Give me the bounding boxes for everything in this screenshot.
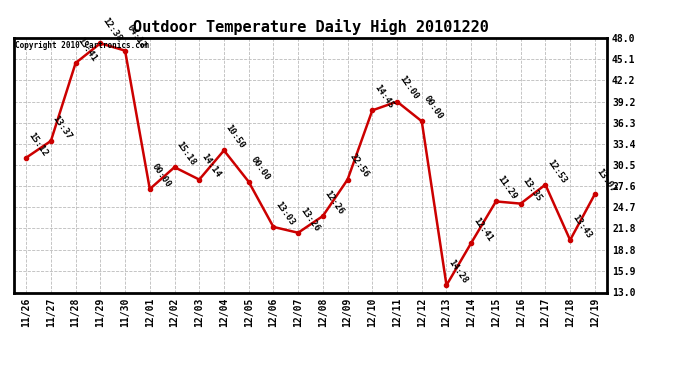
Text: 13:41: 13:41	[76, 36, 99, 63]
Text: 12:00: 12:00	[397, 74, 420, 102]
Text: 13:26: 13:26	[298, 206, 321, 233]
Text: 13:43: 13:43	[570, 213, 593, 240]
Text: 00:00: 00:00	[150, 162, 172, 189]
Text: 12:53: 12:53	[545, 158, 568, 184]
Text: 14:45: 14:45	[373, 83, 395, 110]
Text: 13:03: 13:03	[273, 200, 296, 227]
Text: Copyright 2010 Cartronics.com: Copyright 2010 Cartronics.com	[15, 41, 149, 50]
Text: 11:29: 11:29	[496, 174, 519, 201]
Text: 04:12: 04:12	[125, 23, 148, 51]
Text: 13:35: 13:35	[521, 176, 544, 204]
Text: 00:00: 00:00	[422, 94, 444, 121]
Text: 12:41: 12:41	[471, 216, 494, 243]
Text: 14:28: 14:28	[446, 258, 469, 285]
Text: 15:18: 15:18	[175, 140, 197, 167]
Text: 15:12: 15:12	[26, 130, 49, 158]
Text: 00:00: 00:00	[248, 154, 271, 182]
Text: 10:50: 10:50	[224, 123, 247, 150]
Title: Outdoor Temperature Daily High 20101220: Outdoor Temperature Daily High 20101220	[132, 19, 489, 35]
Text: 13:07: 13:07	[595, 167, 618, 194]
Text: 12:38: 12:38	[100, 16, 123, 44]
Text: 12:26: 12:26	[323, 189, 346, 216]
Text: 22:56: 22:56	[348, 152, 371, 180]
Text: 14:14: 14:14	[199, 152, 222, 180]
Text: 13:37: 13:37	[51, 114, 74, 141]
